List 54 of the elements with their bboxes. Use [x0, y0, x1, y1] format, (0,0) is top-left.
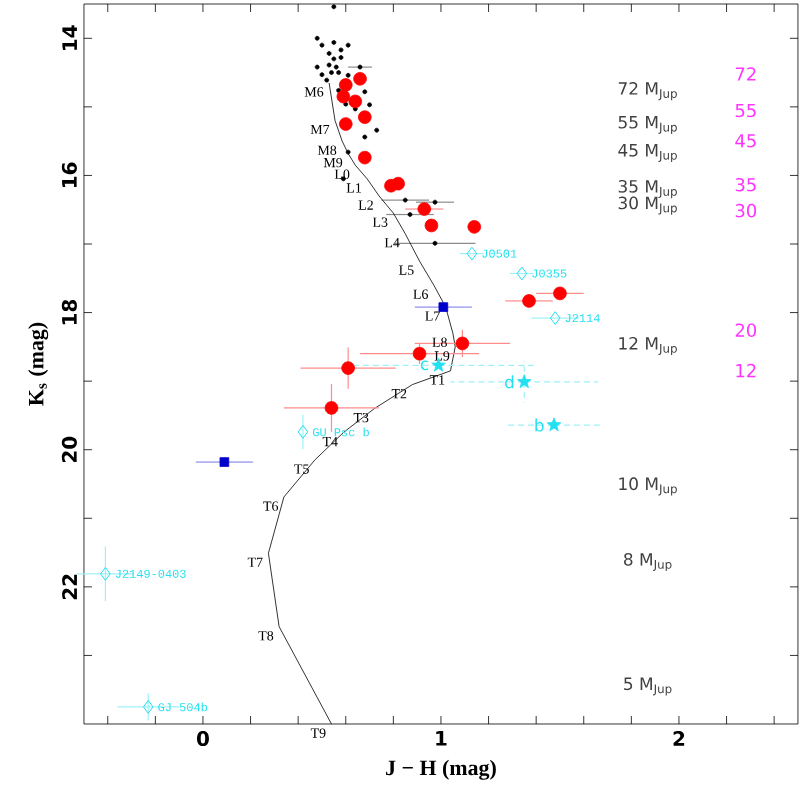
annotation: 10 M$_{Jup}$	[619, 477, 677, 496]
annotation: 72 M$_{Jup}$	[618, 82, 677, 101]
x-axis-title: J − H (mag)	[386, 759, 496, 780]
point	[466, 246, 478, 261]
annotation: 12	[736, 363, 756, 378]
y-tick-label: 14	[62, 25, 77, 50]
point	[546, 417, 562, 432]
data-label: d	[505, 375, 514, 389]
annotation: 35	[735, 177, 756, 192]
annotation: 12 M$_{Jup}$	[619, 336, 677, 356]
annotation: 30	[735, 203, 757, 218]
point	[467, 220, 482, 234]
y-axis-title: K$_{s}$ (mag)	[28, 322, 49, 406]
y-tick-label: 20	[61, 436, 77, 463]
annotation: 30 M$_{Jup}$	[618, 196, 677, 215]
annotation: 72	[735, 67, 756, 81]
annotation: 5 M$_{Jup}$	[624, 677, 672, 696]
point	[324, 401, 339, 415]
y-tick-label: 16	[61, 162, 77, 188]
annotation: 35 M$_{Jup}$	[618, 179, 677, 199]
point	[339, 78, 353, 92]
point	[339, 117, 353, 131]
point	[516, 266, 528, 281]
data-label: c	[420, 360, 429, 371]
point	[522, 294, 536, 308]
point	[358, 110, 372, 124]
point	[549, 311, 561, 325]
point	[438, 302, 449, 312]
y-tick-label: 22	[62, 574, 77, 600]
point	[391, 176, 405, 191]
point	[455, 336, 470, 351]
point	[358, 150, 372, 165]
annotation: 55 M$_{Jup}$	[618, 115, 677, 134]
point	[297, 425, 309, 439]
point	[336, 89, 351, 104]
data-label: b	[535, 418, 544, 432]
annotation: 8 M$_{Jup}$	[624, 552, 672, 572]
annotation: 45	[735, 134, 756, 148]
annotation: 20	[735, 323, 757, 337]
point	[517, 374, 532, 389]
x-tick-label: 2	[673, 731, 685, 746]
point	[341, 361, 355, 375]
point	[353, 71, 367, 86]
annotation: 45 M$_{Jup}$	[618, 144, 677, 163]
x-tick-label: 1	[436, 731, 447, 746]
point	[424, 218, 439, 233]
point	[348, 94, 363, 109]
y-tick-label: 18	[61, 299, 77, 325]
x-tick-label: 0	[197, 731, 209, 747]
point	[553, 286, 567, 301]
point	[100, 566, 111, 581]
point	[142, 699, 154, 714]
point	[219, 457, 230, 467]
annotation: 55	[735, 103, 756, 118]
